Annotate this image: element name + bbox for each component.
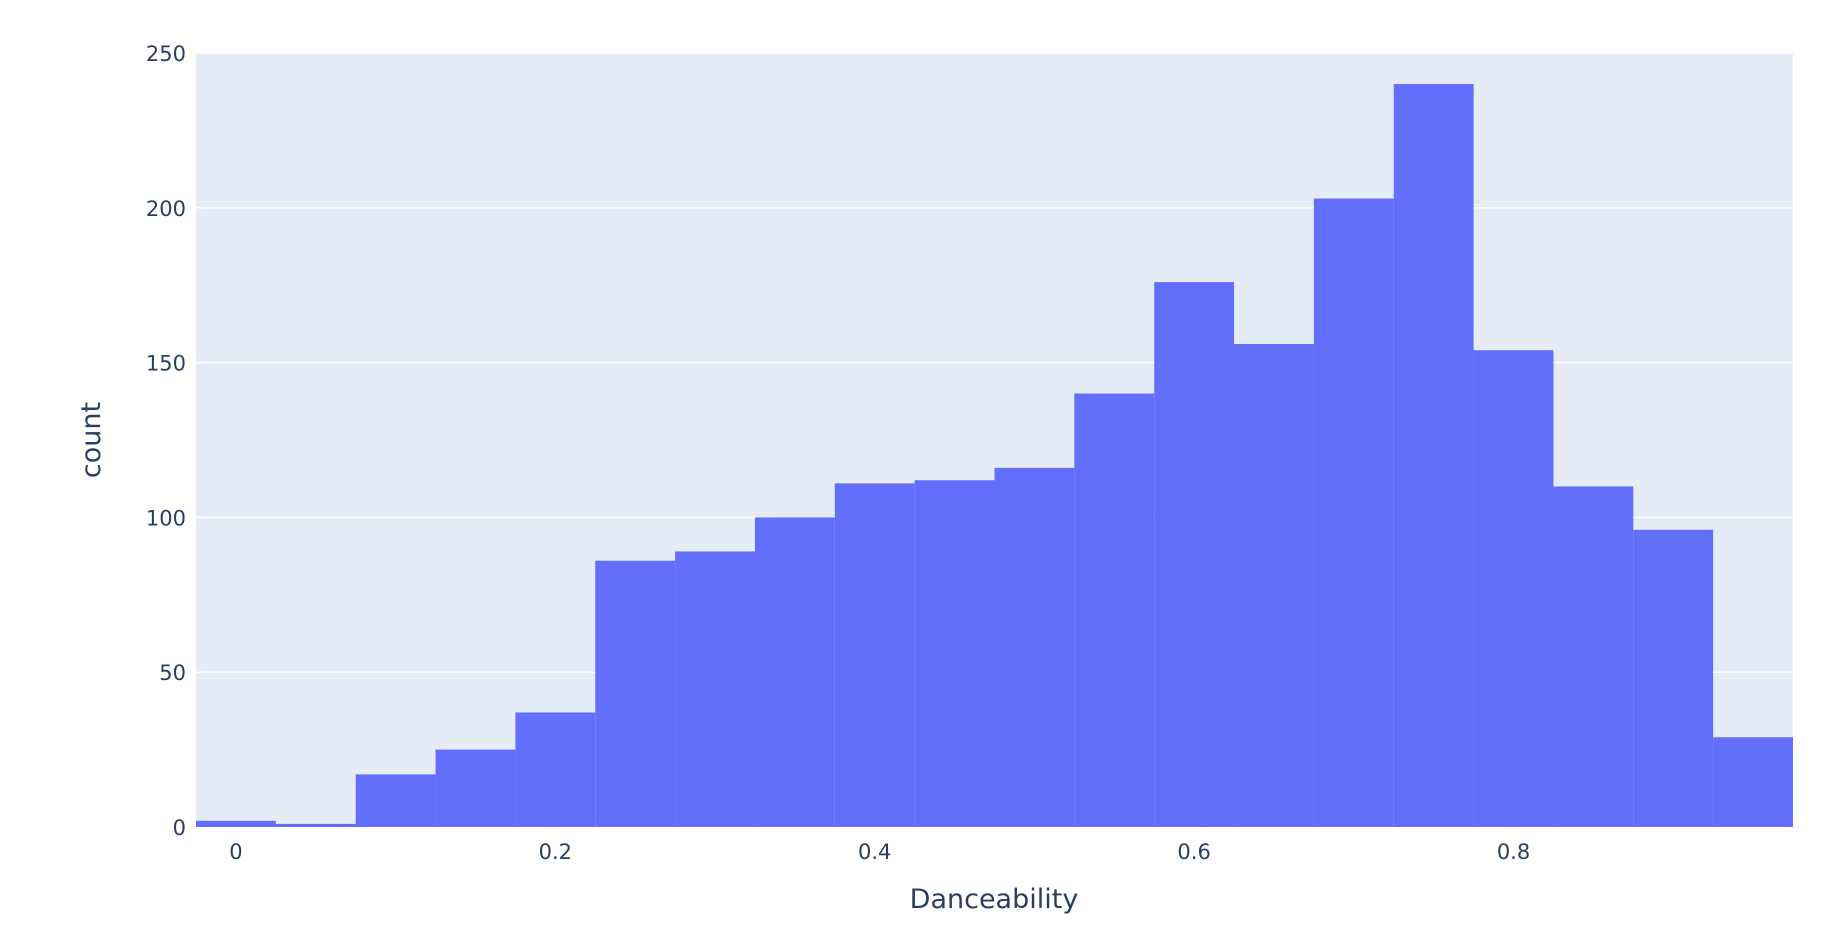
histogram-bar — [754, 517, 835, 827]
y-tick-label: 50 — [159, 661, 186, 685]
y-tick-label: 0 — [173, 816, 186, 840]
y-tick-label: 150 — [146, 352, 186, 376]
y-tick-label: 100 — [146, 506, 186, 530]
histogram-bar — [1553, 486, 1634, 827]
histogram-bar — [595, 560, 676, 827]
histogram-bar — [675, 551, 755, 827]
histogram-bar — [196, 820, 276, 827]
histogram-bar — [1633, 529, 1714, 827]
y-tick-label: 250 — [146, 42, 186, 66]
histogram-bar — [1234, 344, 1314, 827]
histogram-bar — [355, 774, 436, 827]
x-tick-label: 0 — [229, 840, 242, 864]
histogram-bar — [1154, 282, 1235, 827]
histogram-bar — [834, 483, 915, 827]
x-tick-label: 0.4 — [858, 840, 891, 864]
histogram-bar — [1713, 737, 1793, 827]
histogram-bar — [1393, 83, 1474, 827]
histogram-bar — [275, 823, 356, 827]
y-axis-ticks: 0 50 100 150 200 250 — [146, 42, 186, 840]
y-axis-title: count — [76, 402, 107, 478]
x-tick-label: 0.8 — [1497, 840, 1530, 864]
histogram-bar — [1074, 393, 1155, 827]
histogram-bar — [914, 480, 995, 827]
bars — [196, 83, 1793, 828]
histogram-bar — [1313, 198, 1394, 828]
x-tick-label: 0.6 — [1177, 840, 1210, 864]
histogram-bar — [515, 712, 596, 827]
histogram-bar — [994, 467, 1075, 827]
x-tick-label: 0.2 — [539, 840, 572, 864]
histogram-bar — [435, 749, 516, 827]
y-tick-label: 200 — [146, 197, 186, 221]
histogram-bar — [1473, 350, 1554, 827]
x-axis-ticks: 0 0.2 0.4 0.6 0.8 — [229, 840, 1530, 864]
x-axis-title: Danceability — [910, 884, 1079, 915]
